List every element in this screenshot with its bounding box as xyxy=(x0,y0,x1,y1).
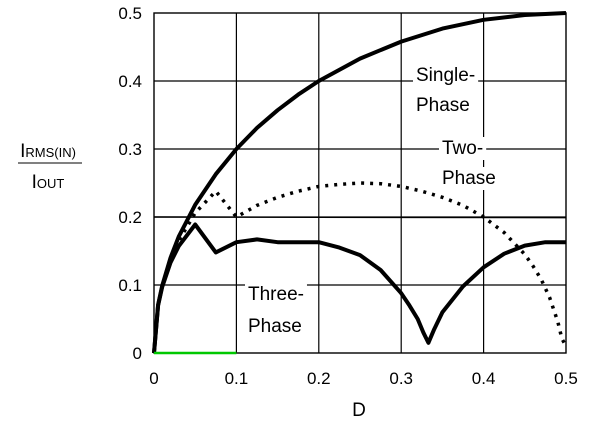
y-tick-label: 0 xyxy=(133,344,142,363)
series-label-background xyxy=(413,94,473,117)
series-line-three-phase xyxy=(152,222,566,354)
y-tick-label: 0.5 xyxy=(118,4,142,23)
reference-line xyxy=(153,216,567,219)
x-tick-label: 0.4 xyxy=(472,369,496,388)
x-tick-label: 0.1 xyxy=(225,369,249,388)
y-tick-label: 0.4 xyxy=(118,72,142,91)
grid xyxy=(154,13,566,353)
tick-labels: 0 0.1 0.2 0.3 0.4 0.5 0 0.1 0.2 0.3 0.4 0.5 xyxy=(118,4,577,388)
series-label-two-phase: Phase xyxy=(442,168,496,189)
series-line-single-phase xyxy=(152,11,567,354)
series-label-single-phase: Phase xyxy=(416,95,470,116)
series-group xyxy=(152,11,568,355)
y-tick-label: 0.3 xyxy=(118,140,142,159)
y-axis-label: IRMS(IN) IOUT xyxy=(18,141,82,193)
series-label-three-phase: Three- xyxy=(248,284,304,305)
series-label-single-phase: Single- xyxy=(416,65,475,86)
series-label-two-phase: Two- xyxy=(442,138,483,159)
x-tick-label: 0 xyxy=(149,369,158,388)
y-tick-label: 0.2 xyxy=(118,208,142,227)
x-axis-label: D xyxy=(352,400,366,421)
series-labels: Single- Phase Two- Phase Three- Phase xyxy=(245,64,499,338)
y-tick-label: 0.1 xyxy=(118,276,142,295)
y-axis-label-numerator: IRMS(IN) xyxy=(20,141,76,162)
series-label-background xyxy=(439,137,487,160)
x-tick-label: 0.5 xyxy=(554,369,578,388)
x-tick-label: 0.3 xyxy=(389,369,413,388)
series-label-background xyxy=(245,315,305,338)
series-label-background xyxy=(413,64,479,87)
plot-border xyxy=(153,12,567,354)
series-label-background xyxy=(439,167,499,190)
plot-frame xyxy=(153,12,567,354)
series-line-two-phase xyxy=(152,181,568,354)
series-label-three-phase: Phase xyxy=(248,316,302,337)
series-label-background xyxy=(245,283,307,306)
x-tick-label: 0.2 xyxy=(307,369,331,388)
y-axis-label-denominator: IOUT xyxy=(32,172,65,193)
